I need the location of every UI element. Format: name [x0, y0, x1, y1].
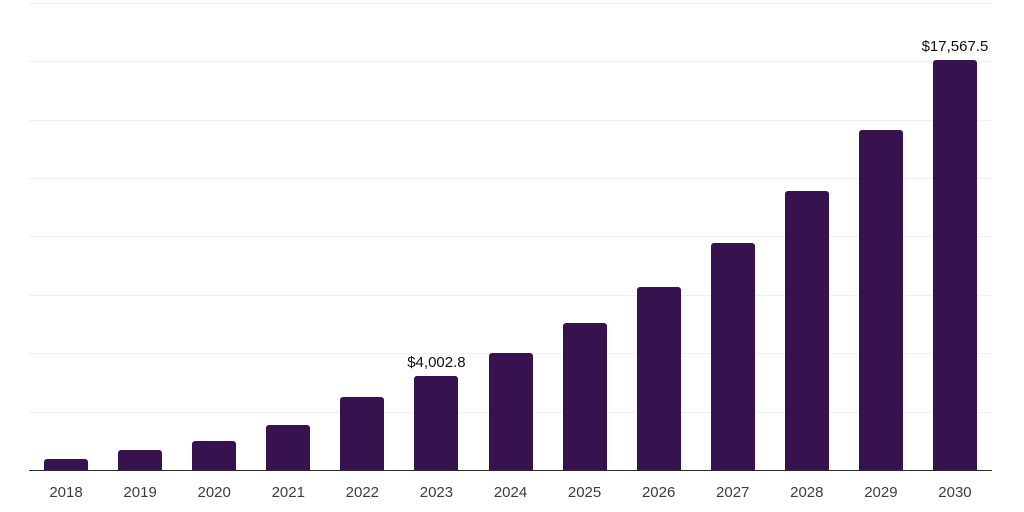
x-tick-label-2022: 2022	[345, 484, 380, 501]
gridline	[29, 61, 992, 63]
x-tick-label-2021: 2021	[271, 484, 305, 501]
bar-2021[interactable]	[266, 425, 311, 470]
x-tick-label-2030: 2030	[938, 484, 972, 501]
x-tick-label-2029: 2029	[864, 484, 898, 501]
gridline	[29, 178, 992, 179]
gridline	[29, 119, 992, 121]
bar-2028[interactable]	[784, 190, 829, 470]
bar-2027[interactable]	[710, 242, 755, 470]
x-tick-label-2027: 2027	[716, 484, 750, 501]
bar-2022[interactable]	[340, 397, 385, 470]
x-tick-label-2018: 2018	[49, 484, 83, 501]
bar-2019[interactable]	[118, 450, 163, 470]
bar-2018[interactable]	[44, 459, 89, 470]
value-label-2030: $17,567.5	[921, 37, 989, 55]
bar-2030[interactable]	[932, 59, 977, 470]
bar-2020[interactable]	[192, 441, 237, 470]
bar-2024[interactable]	[488, 353, 533, 470]
gridline	[29, 294, 992, 296]
bar-2025[interactable]	[562, 322, 607, 470]
x-tick-label-2025: 2025	[567, 484, 602, 501]
gridline	[29, 236, 992, 238]
x-tick-label-2023: 2023	[419, 484, 454, 501]
x-tick-label-2019: 2019	[123, 484, 157, 501]
x-tick-label-2024: 2024	[493, 484, 528, 501]
x-tick-label-2028: 2028	[790, 484, 824, 501]
bar-2023[interactable]	[414, 376, 459, 470]
value-label-2023: $4,002.8	[407, 354, 466, 372]
gridline	[29, 2, 992, 4]
bar-2026[interactable]	[636, 286, 681, 470]
bar-2029[interactable]	[858, 129, 903, 470]
x-tick-label-2026: 2026	[641, 484, 676, 501]
x-axis-line	[29, 469, 992, 471]
x-tick-label-2020: 2020	[197, 484, 231, 501]
